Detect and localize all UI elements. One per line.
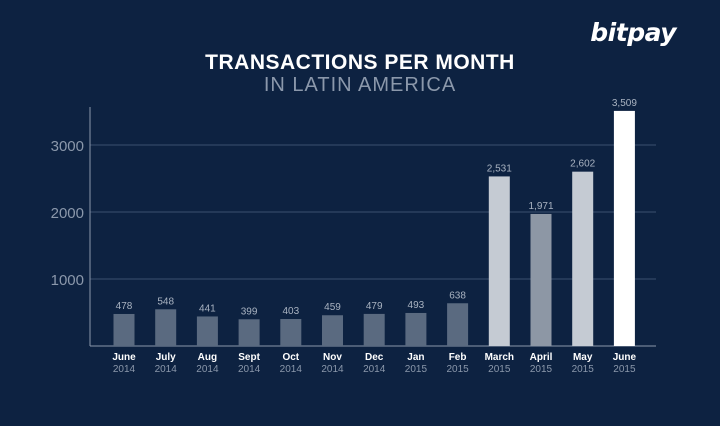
x-tick-year: 2014 (238, 364, 261, 375)
data-label: 2,602 (570, 159, 595, 170)
chart-subtitle: IN LATIN AMERICA (263, 74, 457, 96)
bitpay-logo: bitpay (590, 18, 676, 47)
bar-march-2015 (488, 176, 510, 346)
x-tick-year: 2015 (530, 364, 553, 375)
x-tick-year: 2015 (572, 364, 595, 375)
x-tick-month: March (485, 352, 514, 363)
y-tick-label: 2000 (51, 205, 84, 222)
y-tick-label: 1000 (51, 272, 84, 289)
x-tick-month: Jan (407, 352, 424, 363)
data-label: 3,509 (612, 98, 637, 109)
chart-title-block: TRANSACTIONS PER MONTH IN LATIN AMERICA (0, 51, 720, 97)
bar-june-2015 (613, 110, 635, 346)
bar-dec-2014 (363, 313, 385, 346)
data-label: 399 (241, 306, 258, 317)
x-tick-year: 2014 (196, 364, 219, 375)
x-tick-month: Oct (282, 352, 299, 363)
x-tick-month: Feb (449, 352, 467, 363)
x-tick-month: Aug (198, 352, 217, 363)
bar-nov-2014 (322, 315, 343, 346)
bar-jan-2015 (405, 312, 427, 346)
x-tick-year: 2015 (405, 364, 428, 375)
x-tick-month: Dec (365, 352, 384, 363)
x-tick-month: June (613, 352, 637, 363)
data-label: 548 (157, 296, 174, 307)
data-label: 2,531 (487, 163, 512, 174)
y-tick-label: 3000 (51, 138, 84, 155)
bar-april-2015 (530, 213, 552, 346)
data-label: 638 (449, 290, 466, 301)
x-tick-month: June (112, 352, 136, 363)
data-label: 459 (324, 302, 341, 313)
bar-aug-2014 (196, 316, 218, 346)
data-label: 478 (116, 301, 133, 312)
x-tick-month: Nov (323, 352, 342, 363)
bar-july-2014 (155, 309, 177, 346)
bar-may-2015 (572, 171, 594, 346)
bar-june-2014 (113, 313, 135, 346)
x-tick-year: 2015 (488, 364, 511, 375)
data-label: 441 (199, 303, 216, 314)
data-label: 493 (408, 300, 425, 311)
x-tick-year: 2015 (613, 364, 636, 375)
data-label: 403 (282, 306, 299, 317)
x-tick-month: July (156, 352, 176, 363)
x-tick-year: 2014 (321, 364, 344, 375)
x-tick-year: 2014 (155, 364, 178, 375)
x-tick-month: Sept (238, 352, 260, 363)
x-tick-month: May (573, 352, 593, 363)
x-tick-year: 2014 (363, 364, 386, 375)
x-tick-month: April (530, 352, 553, 363)
bar-oct-2014 (280, 318, 302, 346)
bar-sept-2014 (238, 319, 260, 346)
x-tick-year: 2015 (446, 364, 469, 375)
bar-feb-2015 (447, 303, 469, 346)
x-tick-year: 2014 (113, 364, 136, 375)
data-label: 1,971 (528, 201, 553, 212)
x-tick-year: 2014 (280, 364, 303, 375)
data-label: 479 (366, 301, 383, 312)
chart-title: TRANSACTIONS PER MONTH (205, 51, 515, 74)
